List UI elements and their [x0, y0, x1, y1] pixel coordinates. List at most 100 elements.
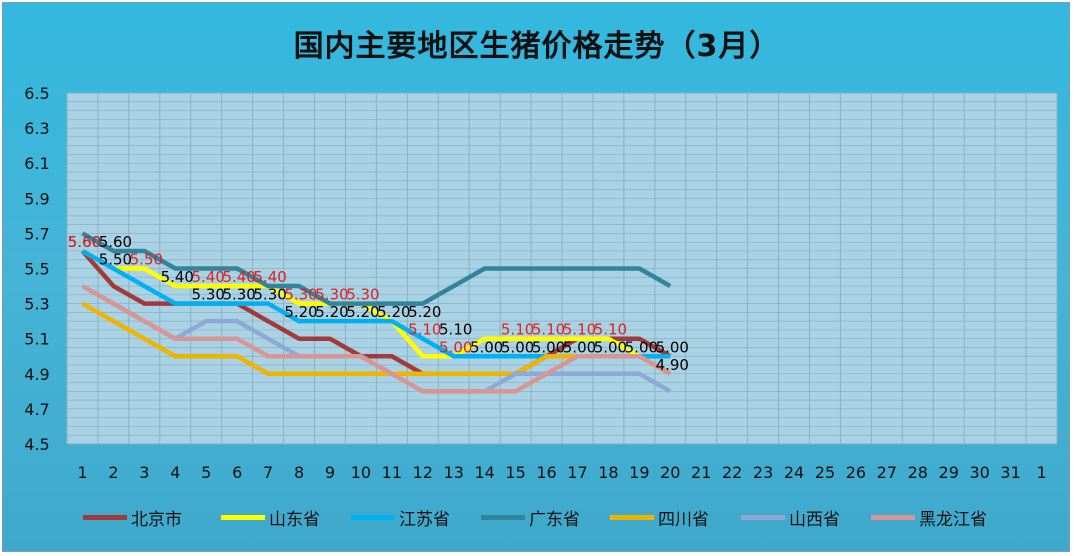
- data-label: 5.40: [222, 268, 255, 286]
- legend-item: 北京市: [83, 503, 182, 531]
- x-tick-label: 3: [139, 463, 149, 482]
- data-label: 5.00: [594, 338, 627, 356]
- x-tick-label: 2: [108, 463, 118, 482]
- data-label: 5.30: [253, 286, 286, 304]
- y-tick-label: 5.1: [24, 330, 49, 349]
- data-label: 5.00: [563, 338, 596, 356]
- x-tick-label: 28: [908, 463, 928, 482]
- data-label: 5.30: [284, 286, 317, 304]
- y-tick-label: 5.5: [24, 260, 49, 279]
- legend-label: 山东省: [269, 509, 320, 530]
- legend: 北京市 山东省 江苏省 广东省 四川省 山西省 黑龙江省: [83, 503, 1043, 531]
- data-label: 5.10: [563, 321, 596, 339]
- y-tick-label: 6.5: [24, 84, 49, 103]
- x-tick-label: 23: [753, 463, 773, 482]
- x-axis-ticks: 1 2 3 4 5 6 7 8 9 10 11 12 13 14 15 16 17 18 19 20 21 22 23 24 2…: [77, 463, 1046, 482]
- data-label: 4.90: [656, 356, 689, 374]
- legend-swatch: [481, 514, 525, 520]
- x-tick-label: 11: [382, 463, 402, 482]
- x-tick-label: 6: [232, 463, 242, 482]
- legend-swatch: [610, 514, 654, 520]
- y-tick-label: 5.7: [24, 224, 49, 243]
- x-tick-label: 21: [691, 463, 711, 482]
- y-tick-label: 4.7: [24, 400, 49, 419]
- series-line: [81, 284, 672, 394]
- legend-swatch: [351, 514, 395, 520]
- x-tick-label: 27: [877, 463, 897, 482]
- x-tick-label: 14: [474, 463, 494, 482]
- x-tick-label: 31: [1000, 463, 1020, 482]
- x-tick-label: 30: [969, 463, 989, 482]
- y-tick-label: 4.9: [24, 365, 49, 384]
- data-label: 5.10: [439, 321, 472, 339]
- chart-title: 国内主要地区生猪价格走势（3月）: [293, 29, 781, 64]
- legend-swatch: [83, 514, 127, 520]
- data-label: 5.30: [222, 286, 255, 304]
- x-tick-label: 1: [1036, 463, 1046, 482]
- x-tick-label: 12: [413, 463, 433, 482]
- legend-swatch: [741, 514, 785, 520]
- x-tick-label: 16: [536, 463, 556, 482]
- x-tick-label: 13: [444, 463, 464, 482]
- x-tick-label: 1: [77, 463, 87, 482]
- legend-item: 山东省: [221, 503, 320, 531]
- y-tick-label: 6.1: [24, 154, 49, 173]
- data-label: 5.00: [625, 338, 658, 356]
- data-label: 5.20: [346, 303, 379, 321]
- x-tick-label: 10: [351, 463, 371, 482]
- x-tick-label: 4: [170, 463, 180, 482]
- legend-item: 江苏省: [351, 503, 450, 531]
- data-label: 5.20: [377, 303, 410, 321]
- y-tick-label: 4.5: [24, 435, 49, 454]
- data-label: 5.10: [594, 321, 627, 339]
- legend-swatch: [871, 514, 915, 520]
- x-tick-label: 26: [846, 463, 866, 482]
- legend-label: 广东省: [529, 509, 580, 530]
- data-label: 5.10: [408, 321, 441, 339]
- data-label: 5.20: [284, 303, 317, 321]
- y-axis-ticks: 4.5 4.7 4.9 5.1 5.3 5.5 5.7 5.9 6.1 6.3 6.5: [24, 84, 49, 454]
- data-label: 5.30: [346, 286, 379, 304]
- x-tick-label: 29: [939, 463, 959, 482]
- legend-item: 四川省: [610, 503, 709, 531]
- x-tick-label: 8: [294, 463, 304, 482]
- legend-label: 黑龙江省: [919, 509, 987, 530]
- data-label: 5.10: [532, 321, 565, 339]
- legend-item: 黑龙江省: [871, 503, 987, 531]
- data-label: 5.50: [130, 251, 163, 269]
- data-label: 5.00: [501, 338, 534, 356]
- data-label: 5.10: [501, 321, 534, 339]
- x-tick-label: 19: [629, 463, 649, 482]
- data-label: 5.40: [192, 268, 225, 286]
- series-line: [81, 248, 671, 359]
- x-tick-label: 15: [505, 463, 525, 482]
- x-tick-label: 9: [325, 463, 335, 482]
- series-lines: [80, 231, 672, 394]
- x-tick-label: 25: [815, 463, 835, 482]
- x-tick-label: 7: [263, 463, 273, 482]
- x-tick-label: 17: [567, 463, 587, 482]
- x-tick-label: 24: [784, 463, 804, 482]
- legend-item: 山西省: [741, 503, 840, 531]
- data-label: 5.20: [315, 303, 348, 321]
- series-line: [81, 301, 672, 377]
- legend-swatch: [221, 514, 265, 520]
- data-label: 5.60: [68, 233, 101, 251]
- x-tick-label: 22: [722, 463, 742, 482]
- x-tick-label: 5: [201, 463, 211, 482]
- series-line: [81, 231, 672, 306]
- data-label: 5.30: [192, 286, 225, 304]
- data-label: 5.00: [439, 338, 472, 356]
- data-label: 5.00: [656, 338, 689, 356]
- data-label: 5.50: [99, 251, 132, 269]
- data-label: 5.00: [532, 338, 565, 356]
- legend-label: 四川省: [658, 509, 709, 530]
- data-label: 5.40: [161, 268, 194, 286]
- data-label: 5.30: [315, 286, 348, 304]
- data-label: 5.60: [68, 233, 101, 251]
- data-labels: 5.605.605.605.505.505.405.405.405.405.30…: [68, 233, 689, 374]
- x-tick-label: 18: [598, 463, 618, 482]
- data-label: 5.40: [253, 268, 286, 286]
- legend-label: 北京市: [131, 509, 182, 530]
